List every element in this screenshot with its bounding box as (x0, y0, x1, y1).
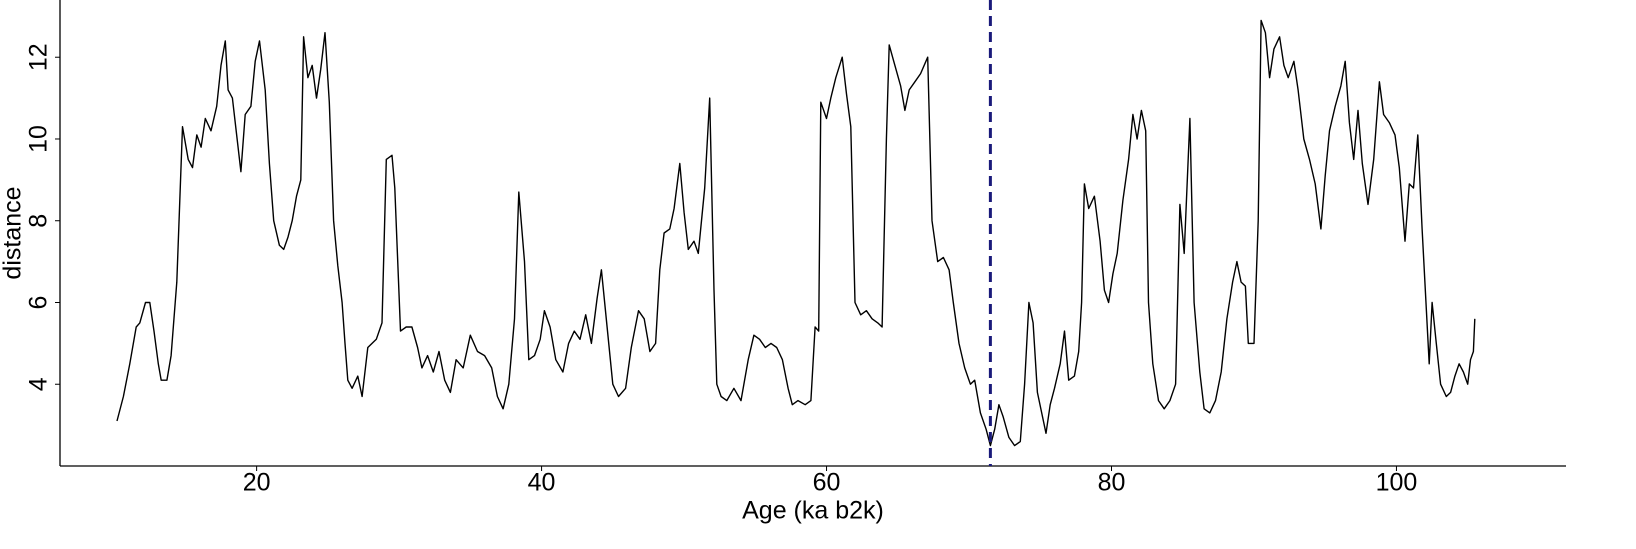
x-tick-label: 60 (813, 469, 841, 497)
x-tick-label: 80 (1098, 469, 1126, 497)
x-tick-label: 20 (243, 469, 271, 497)
x-tick-label: 100 (1376, 469, 1418, 497)
y-tick-label: 4 (25, 377, 53, 391)
y-tick-label: 8 (25, 214, 53, 228)
y-axis-label: distance (0, 186, 27, 279)
x-tick-label: 40 (528, 469, 556, 497)
y-tick-label: 12 (25, 43, 53, 71)
data-line (116, 19, 1476, 447)
y-tick-label: 6 (25, 296, 53, 310)
x-axis-label: Age (ka b2k) (742, 497, 884, 525)
y-tick-label: 10 (25, 125, 53, 153)
